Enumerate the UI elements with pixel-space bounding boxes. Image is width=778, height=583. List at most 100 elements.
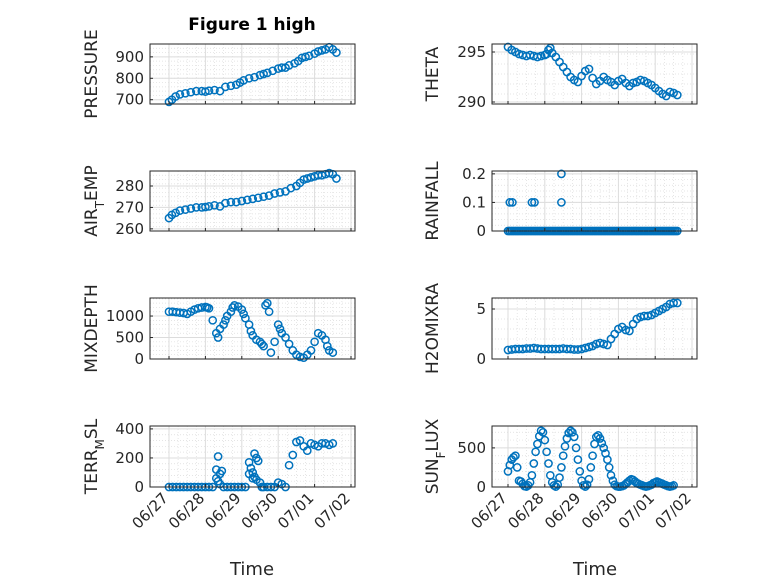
data-point bbox=[252, 475, 261, 485]
data-point bbox=[625, 326, 634, 336]
data-point bbox=[213, 333, 223, 342]
data-point bbox=[324, 168, 334, 178]
data-point bbox=[246, 326, 256, 336]
data-point bbox=[586, 463, 596, 472]
data-point bbox=[571, 443, 581, 453]
x-tick-label: 06/30 bbox=[578, 489, 621, 532]
x-tick-label: 06/28 bbox=[504, 489, 547, 532]
data-point bbox=[226, 81, 236, 91]
data-point bbox=[261, 300, 270, 310]
data-point bbox=[257, 339, 267, 349]
y-axis-label: THETA bbox=[423, 46, 443, 102]
data-point bbox=[228, 303, 238, 312]
data-point bbox=[582, 480, 592, 490]
data-point bbox=[246, 463, 256, 473]
data-point bbox=[208, 315, 218, 325]
data-point bbox=[270, 337, 279, 347]
data-point bbox=[669, 298, 678, 308]
data-point bbox=[217, 466, 227, 476]
data-point bbox=[253, 456, 263, 466]
data-point bbox=[509, 452, 518, 462]
data-point bbox=[237, 196, 247, 206]
data-point bbox=[540, 435, 550, 445]
data-point bbox=[527, 470, 537, 480]
data-point bbox=[226, 307, 236, 317]
data-point bbox=[250, 449, 259, 458]
subplot-sun: 0 500 SUNFLUX 06/2706/2806/2906/3007/0107/0… bbox=[423, 418, 698, 532]
x-tick-label: 07/01 bbox=[615, 489, 658, 532]
data-point bbox=[575, 467, 585, 476]
data-point bbox=[573, 77, 583, 87]
data-point bbox=[527, 198, 537, 207]
y-axis-label: MIXDEPTH bbox=[82, 284, 102, 373]
axes-box bbox=[149, 297, 356, 360]
data-point bbox=[239, 76, 248, 85]
subplot-rainfall: 0 0.1 0.2 RAINFALL bbox=[423, 161, 698, 241]
data-point bbox=[511, 451, 520, 461]
data-point bbox=[536, 51, 546, 61]
x-tick-label: 07/02 bbox=[652, 489, 695, 532]
data-point bbox=[175, 90, 185, 99]
data-point bbox=[310, 337, 319, 347]
data-point bbox=[239, 309, 248, 319]
data-point bbox=[529, 459, 539, 468]
data-point bbox=[557, 463, 566, 472]
data-point bbox=[603, 455, 612, 464]
data-point bbox=[259, 192, 268, 202]
data-point bbox=[191, 203, 201, 212]
y-tick-label: 0.1 bbox=[462, 193, 486, 211]
axes-box bbox=[149, 425, 356, 488]
data-point bbox=[191, 86, 201, 96]
data-point bbox=[210, 200, 219, 210]
data-point bbox=[538, 427, 548, 437]
data-point bbox=[322, 341, 332, 351]
data-point bbox=[332, 174, 341, 183]
data-point bbox=[328, 348, 338, 357]
data-point bbox=[628, 78, 638, 88]
subplot-theta: 290 295 THETA bbox=[423, 42, 698, 111]
data-point bbox=[542, 447, 551, 457]
data-point bbox=[241, 313, 250, 323]
data-point bbox=[301, 52, 310, 62]
axes-box bbox=[149, 43, 356, 105]
data-point bbox=[566, 426, 575, 436]
data-point bbox=[286, 183, 296, 193]
x-tick-label: 07/02 bbox=[311, 489, 354, 532]
data-point bbox=[221, 198, 230, 208]
data-point bbox=[221, 315, 230, 325]
data-point bbox=[275, 324, 285, 334]
data-point bbox=[304, 51, 314, 61]
data-point bbox=[284, 61, 294, 70]
y-axis-label: AIRTEMP bbox=[82, 165, 107, 236]
data-point bbox=[221, 82, 230, 92]
x-tick-label: 06/30 bbox=[238, 489, 281, 532]
y-tick-label: 800 bbox=[115, 69, 144, 87]
axes-box bbox=[149, 170, 356, 232]
data-point bbox=[558, 451, 568, 461]
data-point bbox=[604, 463, 614, 472]
y-axis-label: TERRMSL bbox=[82, 418, 107, 495]
data-point bbox=[544, 459, 553, 468]
data-point bbox=[505, 460, 515, 470]
data-point bbox=[281, 333, 290, 342]
data-point bbox=[636, 75, 645, 85]
data-point bbox=[242, 195, 252, 205]
axes-box bbox=[491, 43, 698, 105]
y-tick-label: 400 bbox=[115, 420, 144, 438]
y-tick-label: 0 bbox=[476, 350, 486, 368]
data-point bbox=[186, 87, 196, 97]
data-point bbox=[306, 346, 316, 355]
data-point bbox=[606, 470, 616, 480]
data-point bbox=[266, 348, 276, 357]
y-tick-label: 0 bbox=[476, 478, 486, 496]
y-tick-label: 5 bbox=[476, 300, 486, 318]
data-point bbox=[584, 474, 594, 484]
plot-area bbox=[492, 171, 697, 231]
data-point bbox=[569, 432, 579, 442]
data-point bbox=[672, 298, 682, 308]
data-point bbox=[268, 66, 278, 76]
data-point bbox=[264, 191, 274, 200]
data-point bbox=[568, 427, 577, 437]
